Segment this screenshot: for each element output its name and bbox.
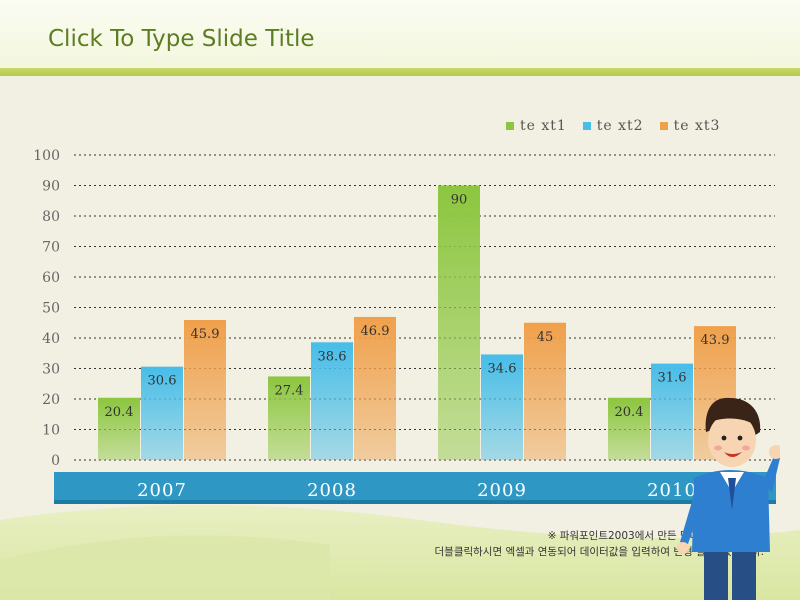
legend-label-series-2: te xt2 [596,118,644,134]
data-label-2009-series-2: 34.6 [488,361,517,376]
category-label-2010: 2010 [647,480,697,501]
bar-2010-series-2[interactable] [651,363,693,460]
y-tick-label: 90 [42,179,60,195]
mascot-illustration [677,397,780,600]
chart-legend: te xt1 te xt2 te xt3 [506,118,720,134]
legend-item-series-1: te xt1 [506,118,567,134]
bar-2007-series-1[interactable] [98,397,140,460]
title-bar [0,0,800,72]
data-label-2010-series-3: 43.9 [701,333,730,348]
bar-2007-series-2[interactable] [141,366,183,460]
data-label-2007-series-1: 20.4 [105,405,134,420]
y-tick-label: 20 [42,392,60,408]
bar-2007-series-3[interactable] [184,320,226,460]
bar-2010-series-1[interactable] [608,397,650,460]
data-label-2008-series-3: 46.9 [361,324,390,339]
legend-swatch-series-2 [582,122,591,130]
category-axis-band [54,472,776,504]
category-axis-band-shadow [54,500,776,504]
legend-label-series-3: te xt3 [673,118,721,134]
data-label-2008-series-2: 38.6 [318,349,347,364]
category-labels: 2007 2008 2009 2010 [137,480,697,501]
data-label-2009-series-3: 45 [537,330,554,345]
data-label-2009-series-1: 90 [451,193,468,208]
y-tick-label: 80 [42,209,60,225]
y-tick-label: 40 [42,331,60,347]
data-label-2007-series-3: 45.9 [191,327,220,342]
y-tick-label: 70 [42,240,60,256]
bars [98,185,736,461]
bar-2008-series-2[interactable] [311,342,353,460]
data-label-2007-series-2: 30.6 [148,374,177,389]
legend-item-series-2: te xt2 [582,118,644,134]
data-labels: 20.4 30.6 45.9 27.4 38.6 46.9 90 34.6 45 20.4 31.6… [105,193,730,420]
slide-title[interactable]: Click To Type Slide Title [48,26,315,52]
title-accent-rule [0,68,800,76]
category-label-2008: 2008 [307,480,357,501]
y-tick-label: 0 [51,453,60,469]
category-label-2009: 2009 [477,480,527,501]
y-tick-label: 100 [33,148,60,164]
category-label-2007: 2007 [137,480,187,501]
bar-2009-series-1[interactable] [438,185,480,461]
legend-label-series-1: te xt1 [520,118,567,134]
bar-2008-series-3[interactable] [354,316,396,460]
legend-swatch-series-1 [506,122,514,130]
legend-swatch-series-3 [659,122,668,130]
data-label-2010-series-1: 20.4 [615,405,644,420]
y-tick-label: 50 [42,301,60,317]
bar-2008-series-1[interactable] [268,376,310,460]
background-hill-2 [0,535,330,600]
bar-2009-series-3[interactable] [524,322,566,460]
data-label-2008-series-1: 27.4 [275,383,304,398]
data-label-2010-series-2: 31.6 [658,371,687,386]
y-tick-label: 30 [42,362,60,378]
y-tick-label: 10 [42,423,60,439]
legend-item-series-3: te xt3 [659,118,721,134]
bar-2009-series-2[interactable] [481,354,523,460]
y-axis-ticks: 0 10 20 30 40 50 60 70 80 90 100 [33,148,60,469]
y-tick-label: 60 [42,270,60,286]
